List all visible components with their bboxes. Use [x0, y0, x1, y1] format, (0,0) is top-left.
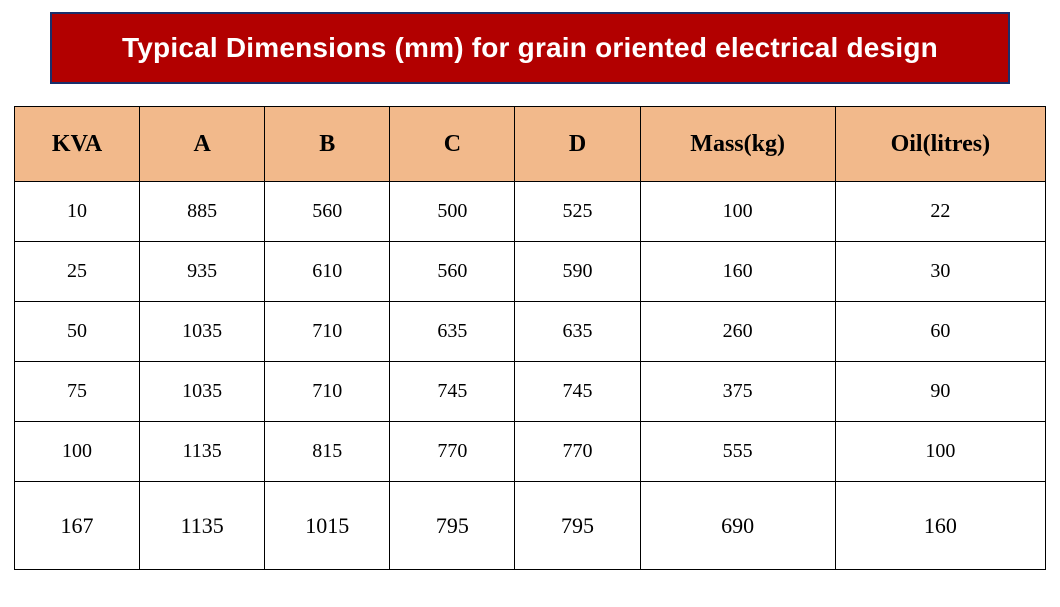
cell: 160: [835, 482, 1045, 570]
cell: 690: [640, 482, 835, 570]
table-row: 25 935 610 560 590 160 30: [15, 242, 1046, 302]
cell: 100: [15, 422, 140, 482]
cell: 610: [265, 242, 390, 302]
page-title: Typical Dimensions (mm) for grain orient…: [50, 12, 1010, 84]
cell: 1135: [140, 482, 265, 570]
cell: 25: [15, 242, 140, 302]
cell: 1015: [265, 482, 390, 570]
cell: 90: [835, 362, 1045, 422]
table-row: 100 1135 815 770 770 555 100: [15, 422, 1046, 482]
table-header-row: KVA A B C D Mass(kg) Oil(litres): [15, 107, 1046, 182]
col-header-a: A: [140, 107, 265, 182]
cell: 10: [15, 182, 140, 242]
dimensions-table: KVA A B C D Mass(kg) Oil(litres) 10 885 …: [14, 106, 1046, 570]
cell: 167: [15, 482, 140, 570]
col-header-b: B: [265, 107, 390, 182]
cell: 560: [265, 182, 390, 242]
cell: 525: [515, 182, 640, 242]
cell: 22: [835, 182, 1045, 242]
page-wrap: Typical Dimensions (mm) for grain orient…: [0, 0, 1060, 584]
table-row: 50 1035 710 635 635 260 60: [15, 302, 1046, 362]
cell: 75: [15, 362, 140, 422]
cell: 260: [640, 302, 835, 362]
cell: 710: [265, 362, 390, 422]
col-header-c: C: [390, 107, 515, 182]
cell: 745: [515, 362, 640, 422]
cell: 100: [835, 422, 1045, 482]
cell: 795: [390, 482, 515, 570]
cell: 770: [390, 422, 515, 482]
cell: 1035: [140, 302, 265, 362]
col-header-mass: Mass(kg): [640, 107, 835, 182]
cell: 1035: [140, 362, 265, 422]
cell: 590: [515, 242, 640, 302]
col-header-oil: Oil(litres): [835, 107, 1045, 182]
cell: 635: [390, 302, 515, 362]
cell: 795: [515, 482, 640, 570]
cell: 885: [140, 182, 265, 242]
cell: 770: [515, 422, 640, 482]
cell: 50: [15, 302, 140, 362]
cell: 555: [640, 422, 835, 482]
cell: 710: [265, 302, 390, 362]
cell: 1135: [140, 422, 265, 482]
cell: 375: [640, 362, 835, 422]
cell: 635: [515, 302, 640, 362]
cell: 815: [265, 422, 390, 482]
cell: 60: [835, 302, 1045, 362]
cell: 100: [640, 182, 835, 242]
cell: 160: [640, 242, 835, 302]
cell: 500: [390, 182, 515, 242]
col-header-d: D: [515, 107, 640, 182]
cell: 745: [390, 362, 515, 422]
cell: 560: [390, 242, 515, 302]
cell: 935: [140, 242, 265, 302]
table-row: 10 885 560 500 525 100 22: [15, 182, 1046, 242]
table-row: 75 1035 710 745 745 375 90: [15, 362, 1046, 422]
cell: 30: [835, 242, 1045, 302]
table-row: 167 1135 1015 795 795 690 160: [15, 482, 1046, 570]
col-header-kva: KVA: [15, 107, 140, 182]
